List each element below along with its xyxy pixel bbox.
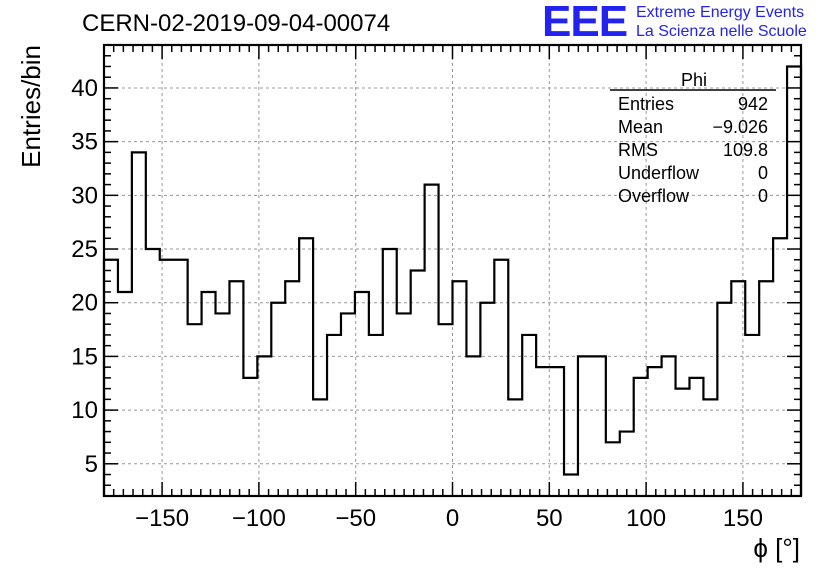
histogram-bin: [285, 281, 299, 496]
histogram-line: [102, 65, 803, 496]
histogram-bin: [425, 185, 439, 496]
logo-caption-line-2: La Scienza nelle Scuole: [636, 23, 807, 40]
stats-box: Phi Entries 942 Mean −9.026 RMS 109.8 Un…: [610, 70, 776, 206]
stats-value-rms: 109.8: [723, 140, 768, 160]
x-tick-label: −50: [335, 505, 376, 532]
histogram-bin: [662, 356, 676, 496]
stats-label-underflow: Underflow: [618, 163, 700, 183]
histogram-bin: [188, 324, 202, 496]
histogram-bin: [369, 335, 383, 496]
histogram-bin: [731, 281, 745, 496]
y-tick-label: 30: [71, 182, 98, 209]
histogram-bin: [216, 313, 230, 496]
axis-ticks: [104, 44, 801, 497]
histogram-bin: [717, 303, 731, 496]
histogram-bin: [271, 303, 285, 496]
histogram-bin: [787, 66, 801, 496]
histogram-bin: [313, 399, 327, 496]
histogram-bin: [592, 356, 606, 496]
histogram-bin: [745, 335, 759, 496]
histogram-bin: [355, 292, 369, 496]
stats-box-title: Phi: [681, 70, 707, 90]
eee-logo: EEE: [542, 0, 628, 46]
stats-value-overflow: 0: [758, 186, 768, 206]
stats-label-entries: Entries: [618, 94, 674, 114]
y-tick-label: 15: [71, 343, 98, 370]
x-tick-label: −100: [232, 505, 286, 532]
histogram-bin: [118, 292, 132, 496]
histogram-title: CERN-02-2019-09-04-00074: [82, 10, 391, 37]
histogram-bin: [257, 356, 271, 496]
histogram-bin: [606, 442, 620, 496]
y-axis-title: Entries/bin: [16, 45, 46, 168]
histogram-bin: [703, 399, 717, 496]
x-tick-label: 50: [536, 505, 563, 532]
histogram-bin: [229, 281, 243, 496]
y-tick-label: 25: [71, 236, 98, 263]
histogram-bin: [174, 260, 188, 496]
histogram-bin: [397, 313, 411, 496]
histogram-bin: [689, 378, 703, 496]
x-tick-label: 150: [723, 505, 763, 532]
x-axis-title: ϕ [°]: [753, 533, 800, 563]
histogram-bin: [536, 367, 550, 496]
histogram-bin: [676, 389, 690, 496]
histogram-bin: [104, 260, 118, 496]
histogram-bin: [648, 367, 662, 496]
histogram-bin: [620, 432, 634, 496]
histogram-bin: [634, 378, 648, 496]
x-tick-label: 100: [626, 505, 666, 532]
histogram-bin: [146, 249, 160, 496]
stats-label-mean: Mean: [618, 117, 663, 137]
x-tick-label: −150: [135, 505, 189, 532]
histogram-bin: [480, 303, 494, 496]
histogram-bin: [578, 356, 592, 496]
histogram-bin: [160, 260, 174, 496]
histogram-bin: [564, 475, 578, 496]
y-tick-label: 5: [85, 451, 98, 478]
histogram-bin: [383, 249, 397, 496]
histogram-bin: [243, 378, 257, 496]
histogram-bin: [773, 238, 787, 496]
y-tick-label: 20: [71, 290, 98, 317]
y-tick-labels: 5 10 15 20 25 30 35 40: [71, 75, 98, 478]
histogram-bin: [522, 335, 536, 496]
histogram-bin: [494, 260, 508, 496]
histogram-bin: [202, 292, 216, 496]
stats-label-overflow: Overflow: [618, 186, 690, 206]
x-tick-label: 0: [446, 505, 459, 532]
histogram-bin: [132, 152, 146, 496]
logo-caption-line-1: Extreme Energy Events: [636, 4, 805, 21]
histogram-bin: [453, 281, 467, 496]
histogram-bin: [550, 367, 564, 496]
stats-value-mean: −9.026: [712, 117, 768, 137]
stats-label-rms: RMS: [618, 140, 658, 160]
histogram-bin: [439, 324, 453, 496]
y-tick-label: 10: [71, 397, 98, 424]
y-tick-label: 35: [71, 129, 98, 156]
logo-caption: Extreme Energy Events La Scienza nelle S…: [636, 3, 807, 41]
y-tick-label: 40: [71, 75, 98, 102]
stats-value-underflow: 0: [758, 163, 768, 183]
stats-value-entries: 942: [738, 94, 768, 114]
histogram-bin: [411, 271, 425, 497]
histogram-bin: [508, 399, 522, 496]
histogram-bin: [341, 313, 355, 496]
x-tick-labels: −150 −100 −50 0 50 100 150: [135, 505, 763, 532]
histogram-bin: [299, 238, 313, 496]
histogram-bin: [327, 335, 341, 496]
histogram-bin: [759, 281, 773, 496]
histogram-bin: [466, 356, 480, 496]
